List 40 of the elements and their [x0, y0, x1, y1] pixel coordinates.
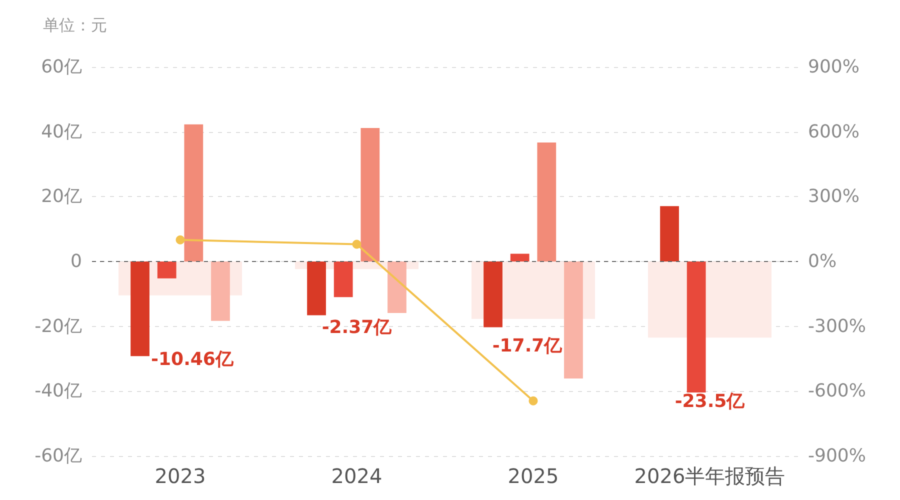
- y-tick-label: 20亿: [41, 186, 82, 208]
- x-tick-label: 2023: [154, 464, 206, 488]
- x-tick-label: 2024: [331, 464, 382, 488]
- y-tick-label: -20亿: [34, 316, 82, 337]
- bar: [360, 128, 380, 262]
- data-label: -2.37亿: [322, 316, 393, 338]
- y2-tick-label: 900%: [808, 56, 860, 78]
- x-tick-label: 2025: [508, 464, 559, 488]
- y2-tick-label: -600%: [808, 380, 866, 402]
- y2-tick-label: -900%: [808, 446, 866, 466]
- bar: [537, 142, 556, 262]
- bar: [184, 124, 204, 262]
- y-axis-title: 单位：元: [43, 16, 107, 34]
- bar: [334, 262, 353, 298]
- point: [176, 235, 185, 244]
- y-tick-label: 60亿: [41, 56, 82, 78]
- y-tick-label: -60亿: [34, 446, 82, 466]
- y2-tick-label: 0%: [808, 251, 837, 272]
- y2-tick-label: -300%: [808, 316, 866, 337]
- point: [528, 396, 538, 406]
- bar: [484, 262, 502, 328]
- y-tick-label: -40亿: [34, 380, 82, 402]
- bar: [307, 262, 326, 316]
- point: [352, 240, 362, 249]
- x-tick-label: 2026半年报预告: [634, 464, 786, 488]
- bar: [211, 262, 230, 321]
- y2-tick-label: 600%: [808, 121, 860, 142]
- bar: [510, 254, 530, 262]
- bar: [388, 262, 406, 314]
- bar: [130, 262, 150, 356]
- y2-tick-label: 300%: [808, 186, 860, 208]
- data-label: -17.7亿: [492, 335, 564, 356]
- y-tick-label: 0: [70, 251, 82, 272]
- bar: [564, 262, 583, 379]
- bar: [660, 206, 679, 262]
- y-tick-label: 40亿: [41, 121, 82, 142]
- bar: [686, 262, 706, 392]
- bar: [157, 262, 176, 278]
- data-label: -23.5亿: [674, 391, 746, 412]
- data-label: -10.46亿: [151, 348, 234, 370]
